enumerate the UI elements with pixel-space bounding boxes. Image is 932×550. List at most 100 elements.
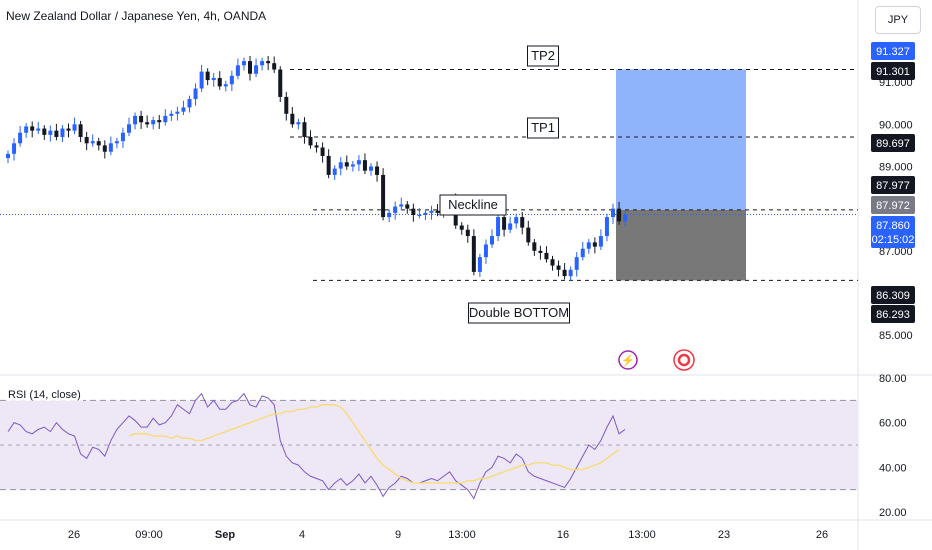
candle-body <box>290 113 295 125</box>
candle-body <box>496 217 501 237</box>
price-label-bg <box>871 42 915 60</box>
price-label-countdown: 02:15:02 <box>872 234 915 246</box>
price-label-bg <box>871 216 915 248</box>
candle-body <box>266 61 271 64</box>
candle-body <box>423 212 428 215</box>
time-axis-tick: 26 <box>816 529 828 541</box>
candle-body <box>598 236 603 247</box>
candle-body <box>229 75 234 85</box>
candle-body <box>235 65 240 76</box>
candle-body <box>302 122 307 137</box>
price-label: 86.309 <box>876 290 910 302</box>
candle-body <box>151 120 156 125</box>
price-label: 86.293 <box>876 309 910 321</box>
target-event-inner <box>677 353 691 367</box>
price-label-bg <box>871 62 915 80</box>
rsi-label: RSI (14, close) <box>6 389 83 401</box>
candle-body <box>308 136 313 146</box>
time-axis-tick: 4 <box>299 529 305 541</box>
price-label-bg <box>871 196 915 214</box>
candle-body <box>338 162 343 169</box>
candle-body <box>332 168 337 175</box>
price-label: 89.697 <box>876 138 910 150</box>
price-axis-tick: 85.000 <box>879 330 913 342</box>
time-axis-tick: 13:00 <box>628 529 656 541</box>
time-axis-tick: 13:00 <box>448 529 476 541</box>
candle-body <box>356 160 361 165</box>
candle-body <box>520 217 525 228</box>
price-label: 91.301 <box>876 66 910 78</box>
lightning-event-icon <box>618 350 638 370</box>
candle-body <box>435 210 440 213</box>
candle-body <box>96 141 101 146</box>
currency-button[interactable]: JPY <box>875 6 921 34</box>
time-axis-tick: 9 <box>395 529 401 541</box>
candle-body <box>114 141 119 144</box>
candle-body <box>157 120 162 123</box>
candle-body <box>272 63 277 70</box>
time-axis-tick: 26 <box>68 529 80 541</box>
candle-body <box>193 88 198 100</box>
rsi-line <box>7 392 626 500</box>
price-axis-tick: 87.000 <box>879 246 913 258</box>
candle-body <box>556 265 561 270</box>
price-label-bg <box>871 305 915 323</box>
price-label: 87.977 <box>876 180 910 192</box>
target-zone <box>616 69 746 210</box>
candle-body <box>211 77 216 81</box>
candle-body <box>502 217 507 230</box>
candle-body <box>12 143 17 154</box>
stop-zone <box>616 209 746 281</box>
candle-body <box>550 259 555 266</box>
candle-body <box>314 145 319 148</box>
candle-body <box>514 217 519 224</box>
candle-body <box>60 128 65 137</box>
candle-body <box>611 208 615 218</box>
candle-body <box>169 113 174 116</box>
candle-body <box>362 160 367 171</box>
candle-body <box>223 84 228 87</box>
candle-body <box>350 164 355 167</box>
candle-body <box>417 214 422 216</box>
candle-body <box>399 204 404 207</box>
annotation-tp2: TP2 <box>531 48 555 63</box>
candle-body <box>217 77 222 87</box>
candle-body <box>490 236 494 245</box>
candle-body <box>120 132 125 142</box>
price-label-bg <box>871 134 915 152</box>
candle-body <box>30 126 35 131</box>
candle-body <box>181 107 186 112</box>
time-axis-tick: 23 <box>718 529 730 541</box>
candle-body <box>248 61 252 74</box>
annotation-tp2-box <box>527 45 559 67</box>
candle-body <box>465 229 470 237</box>
candle-body <box>127 124 131 133</box>
candle-body <box>84 136 89 144</box>
rsi-axis-tick: 20.00 <box>879 507 907 519</box>
annotation-neckline: Neckline <box>448 197 498 212</box>
candle-body <box>175 111 180 114</box>
candle-body <box>54 130 59 137</box>
candle-body <box>574 257 579 270</box>
candle-body <box>133 115 138 125</box>
candle-body <box>544 252 549 260</box>
candle-body <box>36 128 41 131</box>
candle-body <box>254 65 259 74</box>
annotation-tp1: TP1 <box>531 120 555 135</box>
candle-body <box>508 223 513 230</box>
price-axis-tick: 90.000 <box>879 119 913 131</box>
candle-body <box>48 130 53 135</box>
price-label-bg <box>871 176 915 194</box>
price-label: 91.327 <box>876 46 910 58</box>
candle-body <box>483 244 488 258</box>
candle-body <box>381 174 386 218</box>
candle-body <box>586 242 591 249</box>
candle-body <box>24 126 29 133</box>
candle-body <box>477 257 482 272</box>
candle-body <box>72 124 77 131</box>
candle-body <box>387 212 392 218</box>
candle-body <box>580 248 585 258</box>
candle-body <box>108 143 113 152</box>
